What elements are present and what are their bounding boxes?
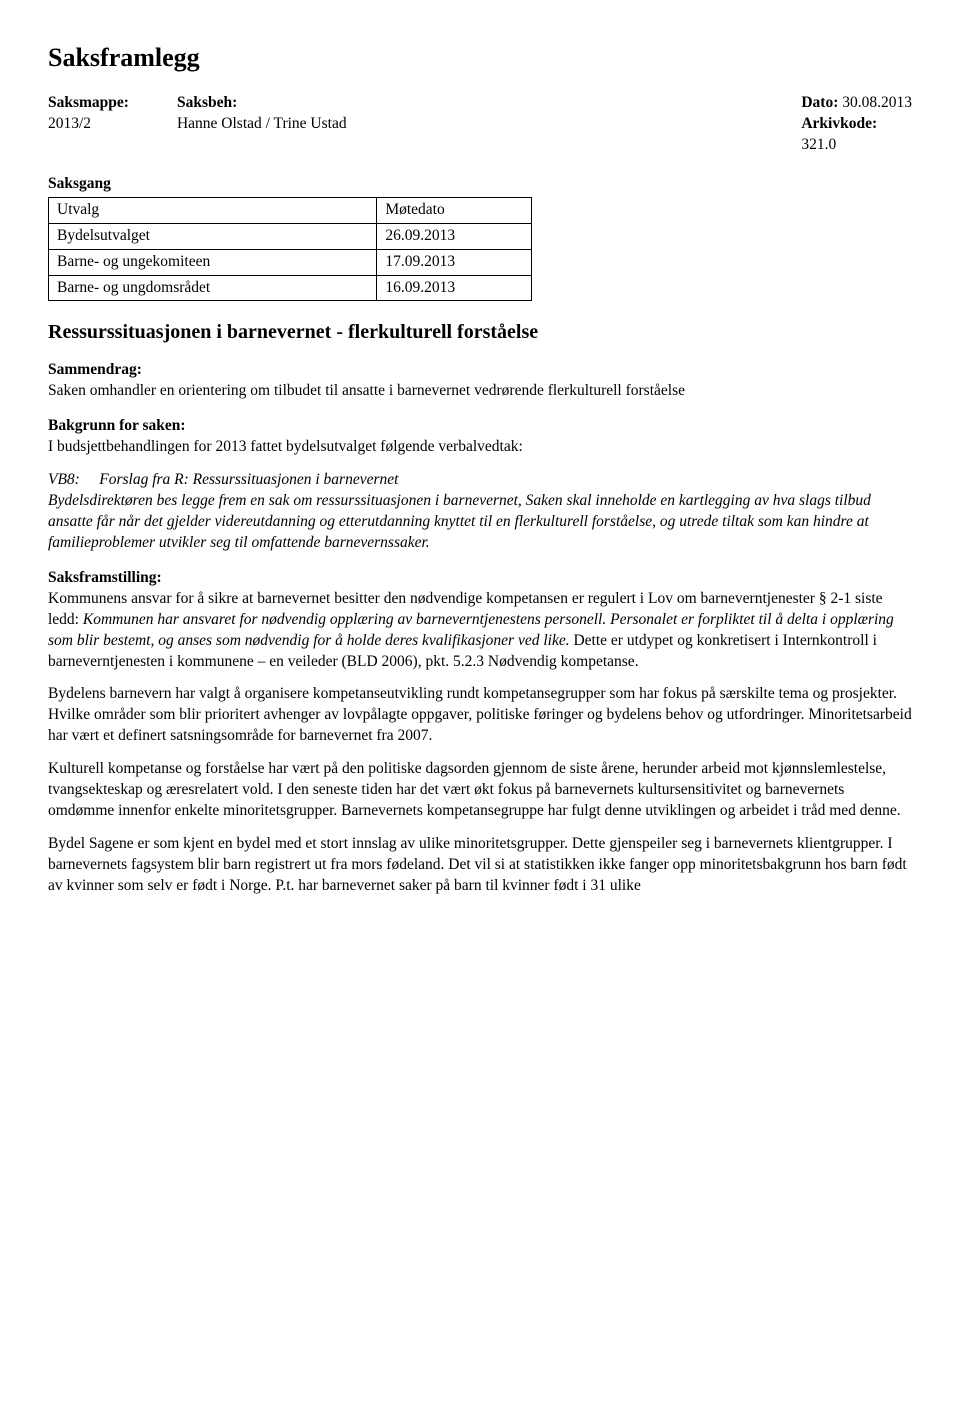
saksgang-table: Utvalg Møtedato Bydelsutvalget26.09.2013…	[48, 197, 532, 302]
table-row: Barne- og ungekomiteen17.09.2013	[49, 249, 532, 275]
framstilling-p1: Kommunens ansvar for å sikre at barnever…	[48, 589, 912, 673]
framstilling-p2: Bydelens barnevern har valgt å organiser…	[48, 684, 912, 747]
table-cell: 16.09.2013	[377, 275, 532, 301]
vb8-title: Forslag fra R: Ressurssituasjonen i barn…	[99, 471, 398, 488]
meta-right: Dato: 30.08.2013 Arkivkode: 321.0	[801, 93, 912, 156]
framstilling-p4: Bydel Sagene er som kjent en bydel med e…	[48, 834, 912, 897]
arkiv-label: Arkivkode:	[801, 114, 912, 135]
table-cell: Barne- og ungekomiteen	[49, 249, 377, 275]
vb8-block: VB8: Forslag fra R: Ressurssituasjonen i…	[48, 470, 912, 554]
meta-saksbeh: Saksbeh: Hanne Olstad / Trine Ustad	[177, 93, 347, 156]
section-heading: Ressurssituasjonen i barnevernet - flerk…	[48, 319, 912, 346]
sammendrag-text: Saken omhandler en orientering om tilbud…	[48, 381, 912, 402]
table-header-row: Utvalg Møtedato	[49, 197, 532, 223]
saksgang-label: Saksgang	[48, 174, 912, 195]
table-cell: Bydelsutvalget	[49, 223, 377, 249]
document-title: Saksframlegg	[48, 40, 912, 75]
arkiv-value: 321.0	[801, 135, 912, 156]
framstilling-label: Saksframstilling:	[48, 568, 912, 589]
bakgrunn-intro: I budsjettbehandlingen for 2013 fattet b…	[48, 437, 912, 458]
meta-block: Saksmappe: 2013/2 Saksbeh: Hanne Olstad …	[48, 93, 912, 156]
framstilling-p3: Kulturell kompetanse og forståelse har v…	[48, 759, 912, 822]
table-cell: Barne- og ungdomsrådet	[49, 275, 377, 301]
dato-value: 30.08.2013	[842, 94, 912, 111]
table-row: Bydelsutvalget26.09.2013	[49, 223, 532, 249]
saksmappe-label: Saksmappe:	[48, 93, 129, 114]
meta-saksmappe: Saksmappe: 2013/2	[48, 93, 129, 156]
table-cell: 17.09.2013	[377, 249, 532, 275]
sammendrag-label: Sammendrag:	[48, 360, 912, 381]
saksbeh-value: Hanne Olstad / Trine Ustad	[177, 114, 347, 135]
vb8-body: Bydelsdirektøren bes legge frem en sak o…	[48, 492, 871, 551]
table-row: Barne- og ungdomsrådet16.09.2013	[49, 275, 532, 301]
table-cell: 26.09.2013	[377, 223, 532, 249]
bakgrunn-label: Bakgrunn for saken:	[48, 416, 912, 437]
col-utvalg: Utvalg	[49, 197, 377, 223]
col-motedato: Møtedato	[377, 197, 532, 223]
saksbeh-label: Saksbeh:	[177, 93, 347, 114]
dato-label: Dato:	[801, 94, 838, 111]
saksmappe-value: 2013/2	[48, 114, 129, 135]
vb8-prefix: VB8:	[48, 471, 80, 488]
